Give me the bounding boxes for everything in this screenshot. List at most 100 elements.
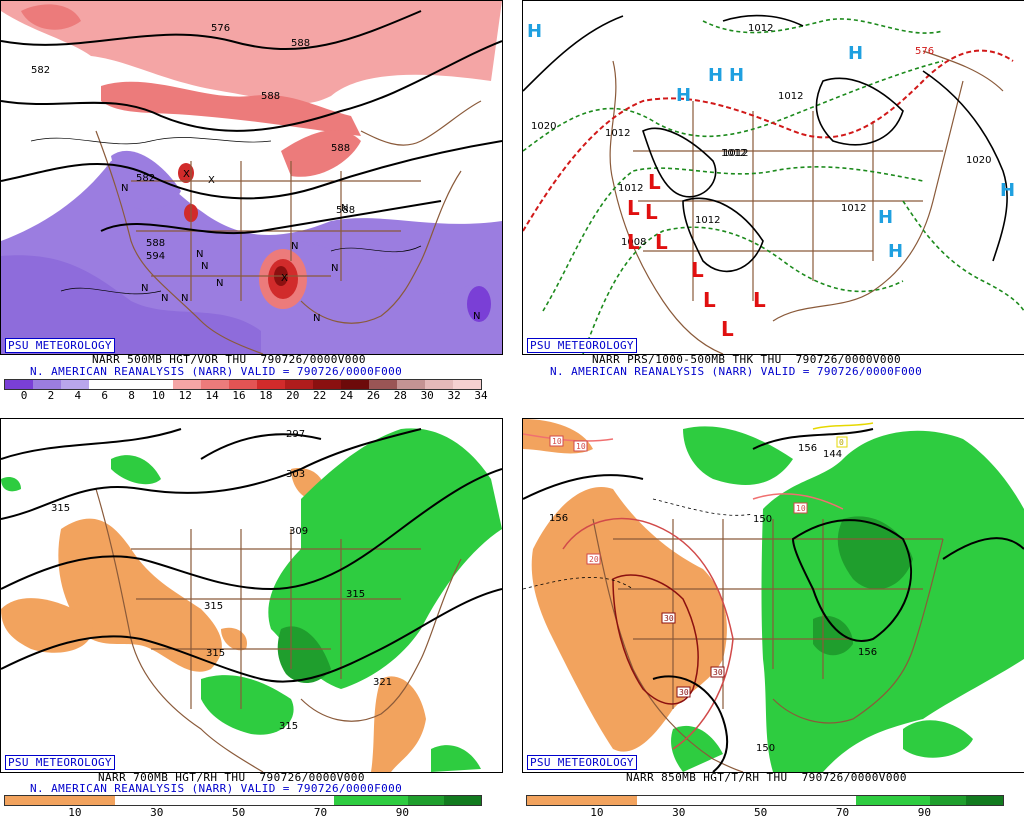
- colorbar-rh: [4, 795, 482, 806]
- map-700mb: 297 303 309 315 315 315 315 321 315 PSU …: [0, 418, 503, 773]
- contour-label: 321: [373, 677, 392, 688]
- contour-label: 309: [289, 526, 308, 537]
- colorbar-tick-label: 18: [259, 389, 272, 402]
- contour-label: 315: [204, 601, 223, 612]
- low-pressure-symbol: L: [627, 196, 640, 220]
- vorticity-max-symbol: X: [281, 273, 288, 284]
- map-500mb: 582 588 576 588 582 588 594 588 588 N N …: [0, 0, 503, 355]
- contour-label: 156: [549, 513, 568, 524]
- colorbar-tick-label: 14: [206, 389, 219, 402]
- moist-area: [1, 477, 21, 491]
- colorbar-swatch: [710, 796, 747, 805]
- colorbar-swatch: [115, 796, 152, 805]
- contour-label: 594: [146, 251, 165, 262]
- colorbar-swatch: [747, 796, 784, 805]
- contour-label: 315: [279, 721, 298, 732]
- colorbar-swatch: [151, 796, 188, 805]
- low-pressure-symbol: L: [703, 288, 716, 312]
- colorbar-tick-label: 50: [232, 806, 245, 819]
- height-contour: [1, 141, 502, 198]
- colorbar-tick-label: 8: [128, 389, 135, 402]
- colorbar-tick-label: 32: [447, 389, 460, 402]
- colorbar-swatch: [145, 380, 173, 389]
- colorbar-swatch: [820, 796, 857, 805]
- panel-850mb-temp-rh: 156 150 156 156 144 150 10 10 10 20 30 3…: [522, 418, 1024, 819]
- panel-500mb-vorticity: 582 588 576 588 582 588 594 588 588 N N …: [0, 0, 504, 404]
- moist-area: [903, 720, 973, 757]
- contour-label: 144: [823, 449, 842, 460]
- vorticity-max-symbol: X: [183, 169, 190, 180]
- colorbar-swatch: [893, 796, 930, 805]
- isobar-label: 1012: [778, 91, 803, 102]
- isobar-label: 1012: [695, 215, 720, 226]
- colorbar-swatch: [173, 380, 201, 389]
- colorbar-swatch: [334, 796, 371, 805]
- moist-area: [111, 455, 161, 484]
- contour-label: 315: [51, 503, 70, 514]
- low-pressure-symbol: L: [691, 258, 704, 282]
- colorbar-swatch: [527, 796, 564, 805]
- colorbar-tick-label: 2: [48, 389, 55, 402]
- colorbar-tick-label: 30: [672, 806, 685, 819]
- low-pressure-symbol: L: [753, 288, 766, 312]
- colorbar-swatch: [453, 380, 481, 389]
- colorbar-swatch: [371, 796, 408, 805]
- temp-label: 30: [679, 688, 689, 697]
- isobar-label: 1012: [723, 148, 748, 159]
- vorticity-min-symbol: N: [161, 293, 168, 304]
- colorbar-swatch: [33, 380, 61, 389]
- colorbar-swatch: [397, 380, 425, 389]
- contour-label: 315: [206, 648, 225, 659]
- caption-valid: N. AMERICAN REANALYSIS (NARR) VALID = 79…: [30, 783, 402, 795]
- thickness-576-contour: [523, 51, 1013, 231]
- colorbar-swatch: [61, 380, 89, 389]
- colorbar-tick-label: 90: [396, 806, 409, 819]
- contour-label: 156: [858, 647, 877, 658]
- thickness-contour: [543, 167, 923, 311]
- temp-label: 20: [589, 555, 599, 564]
- low-pressure-symbol: L: [627, 230, 640, 254]
- map-850mb: 156 150 156 156 144 150 10 10 10 20 30 3…: [522, 418, 1024, 773]
- colorbar-tick-label: 20: [286, 389, 299, 402]
- temp-label: 10: [552, 437, 562, 446]
- temp-contour-dashed: [653, 499, 753, 515]
- colorbar-swatch: [341, 380, 369, 389]
- colorbar-rh: [526, 795, 1004, 806]
- colorbar-tick-label: 28: [394, 389, 407, 402]
- colorbar-tick-label: 70: [314, 806, 327, 819]
- isobar-label: 1012: [605, 128, 630, 139]
- low-pressure-symbol: L: [655, 230, 668, 254]
- colorbar-swatch: [369, 380, 397, 389]
- colorbar-swatch: [600, 796, 637, 805]
- colorbar-tick-label: 6: [101, 389, 108, 402]
- contour-label: 297: [286, 429, 305, 440]
- contour-label: 576: [211, 23, 230, 34]
- colorbar-tick-label: 4: [74, 389, 81, 402]
- high-pressure-symbol: H: [527, 21, 542, 42]
- caption-valid: N. AMERICAN REANALYSIS (NARR) VALID = 79…: [30, 366, 402, 378]
- colorbar-tick-label: 30: [150, 806, 163, 819]
- colorbar-swatch: [564, 796, 601, 805]
- thickness-contour: [703, 19, 943, 33]
- watermark: PSU METEOROLOGY: [527, 755, 637, 770]
- vorticity-min-symbol: N: [196, 249, 203, 260]
- colorbar-swatch: [229, 380, 257, 389]
- isobar: [816, 78, 903, 144]
- temp-label: 10: [796, 504, 806, 513]
- high-pressure-symbol: H: [878, 207, 893, 228]
- colorbar-swatch: [78, 796, 115, 805]
- temp-label: 0: [839, 438, 844, 447]
- isobar-label: 1012: [748, 23, 773, 34]
- temp-label: 30: [713, 668, 723, 677]
- vorticity-max-symbol: X: [208, 175, 215, 186]
- colorbar-tick-label: 10: [590, 806, 603, 819]
- coastline: [361, 101, 481, 145]
- colorbar-swatch: [966, 796, 1003, 805]
- map-pressure: 1012 1012 1020 1012 1012 1020 1012 1012 …: [522, 0, 1024, 355]
- caption-valid: N. AMERICAN REANALYSIS (NARR) VALID = 79…: [550, 366, 922, 378]
- contour-label: 156: [798, 443, 817, 454]
- vorticity-min-symbol: N: [121, 183, 128, 194]
- contour-label: 588: [261, 91, 280, 102]
- contour-label: 588: [146, 238, 165, 249]
